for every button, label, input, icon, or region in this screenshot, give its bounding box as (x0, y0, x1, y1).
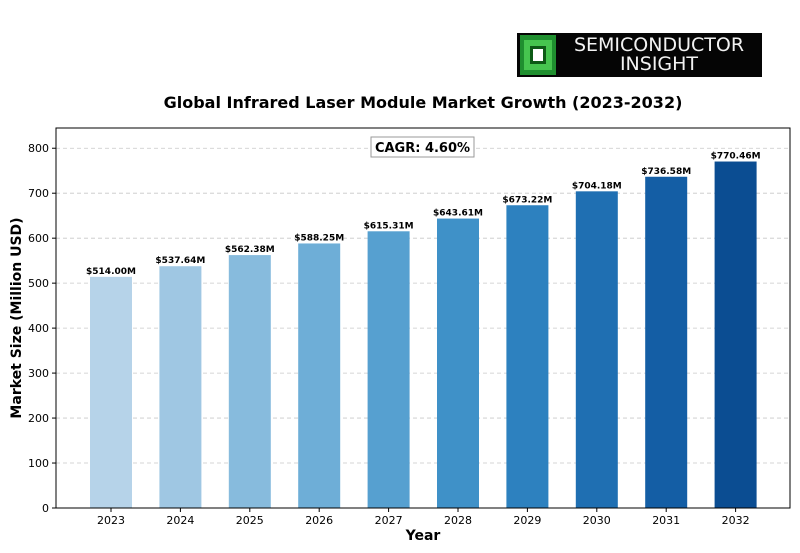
logo-line2: INSIGHT (619, 53, 699, 75)
x-tick-label: 2024 (166, 514, 194, 527)
chart-title: Global Infrared Laser Module Market Grow… (163, 93, 683, 112)
logo-text: SEMICONDUCTOR INSIGHT (556, 36, 762, 74)
y-tick-label: 600 (28, 232, 49, 245)
bar-2023 (90, 276, 132, 508)
bar-2028 (437, 218, 479, 508)
x-axis: 2023 2024 2025 2026 2027 2028 2029 2030 2031 2032 (97, 508, 750, 527)
bar-value-label: $643.61M (433, 209, 483, 219)
bar-2031 (645, 176, 688, 508)
bars (90, 161, 757, 509)
y-tick-label: 0 (42, 502, 49, 515)
y-tick-label: 700 (28, 187, 49, 200)
logo-line1: SEMICONDUCTOR (573, 34, 745, 56)
y-axis: 0 100 200 300 400 500 600 700 800 (28, 142, 56, 515)
x-tick-label: 2031 (652, 514, 680, 527)
x-tick-label: 2026 (305, 514, 333, 527)
bar-value-label: $704.18M (572, 181, 622, 191)
bar-labels: $514.00M $537.64M $562.38M $588.25M $615.31M… (86, 152, 761, 277)
chip-logo-icon (520, 35, 556, 75)
x-tick-label: 2029 (513, 514, 541, 527)
bar-2026 (298, 243, 341, 508)
x-tick-label: 2030 (583, 514, 611, 527)
y-axis-label: Market Size (Million USD) (9, 217, 25, 418)
y-tick-label: 200 (28, 412, 49, 425)
y-tick-label: 300 (28, 367, 49, 380)
bar-2030 (575, 191, 618, 508)
bar-value-label: $514.00M (86, 267, 136, 277)
cagr-annotation: CAGR: 4.60% (370, 136, 475, 158)
semiconductor-insight-logo: SEMICONDUCTOR INSIGHT (517, 33, 762, 77)
x-tick-label: 2025 (236, 514, 264, 527)
bar-2025 (228, 255, 271, 508)
x-tick-label: 2023 (97, 514, 125, 527)
x-axis-label: Year (405, 528, 441, 544)
x-tick-label: 2028 (444, 514, 472, 527)
x-tick-label: 2032 (722, 514, 750, 527)
bar-value-label: $537.64M (155, 256, 205, 266)
plot-area-frame (55, 127, 791, 509)
bar-value-label: $615.31M (364, 221, 414, 231)
y-tick-label: 500 (28, 277, 49, 290)
bar-2032 (714, 161, 757, 509)
x-tick-label: 2027 (375, 514, 403, 527)
cagr-box (370, 136, 475, 158)
y-tick-label: 400 (28, 322, 49, 335)
bar-value-label: $673.22M (502, 195, 552, 205)
cagr-text: CAGR: 4.60% (375, 141, 470, 156)
bar-value-label: $736.58M (641, 167, 691, 177)
bar-value-label: $588.25M (294, 233, 344, 243)
bar-2029 (506, 205, 549, 508)
y-tick-label: 100 (28, 457, 49, 470)
bar-value-label: $770.46M (711, 152, 761, 162)
y-tick-label: 800 (28, 142, 49, 155)
bar-value-label: $562.38M (225, 245, 275, 255)
bar-2027 (367, 231, 410, 508)
bar-2024 (159, 266, 202, 508)
